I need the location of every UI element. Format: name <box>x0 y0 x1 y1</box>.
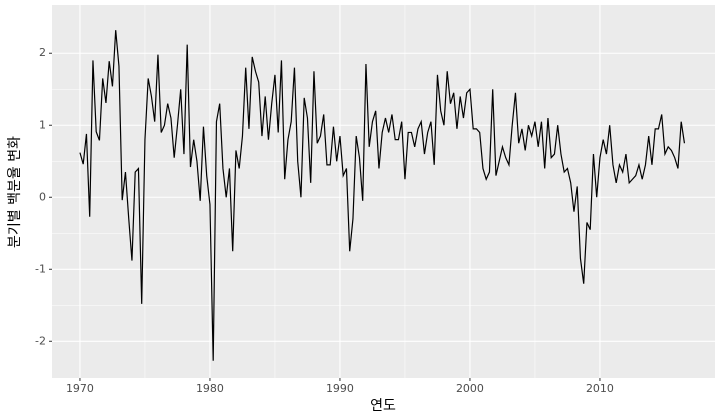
data-line <box>79 30 686 361</box>
x-tick-label: 1980 <box>196 382 224 395</box>
panel <box>52 5 715 378</box>
y-tick-label: 0 <box>39 190 46 203</box>
x-tick-label: 1970 <box>66 382 94 395</box>
y-axis-title: 분기별 백분율 변화 <box>7 136 23 248</box>
x-tick-label: 1990 <box>326 382 354 395</box>
y-tick-label: -1 <box>35 262 46 275</box>
x-tick-label: 2010 <box>586 382 614 395</box>
y-tick-label: -2 <box>35 334 46 347</box>
y-tick-label: 2 <box>39 46 46 59</box>
x-tick-label: 2000 <box>456 382 484 395</box>
x-axis-title: 연도 <box>370 398 396 414</box>
y-tick-label: 1 <box>39 118 46 131</box>
